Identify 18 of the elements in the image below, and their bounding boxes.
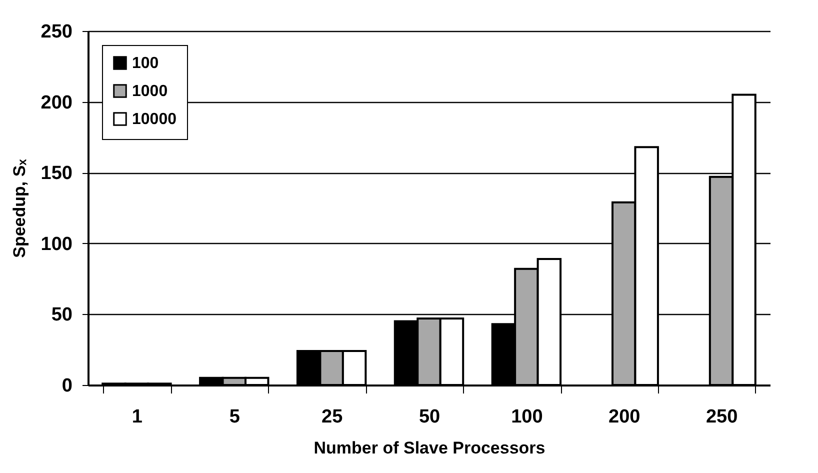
x-axis-title: Number of Slave Processors bbox=[314, 438, 546, 458]
x-tick-label: 200 bbox=[608, 406, 640, 428]
legend-label: 1000 bbox=[132, 83, 168, 100]
y-tick-label: 200 bbox=[40, 92, 72, 114]
y-axis-title: Speedup, Sₓ bbox=[10, 158, 29, 258]
x-tick-label: 5 bbox=[229, 406, 240, 428]
y-tick-label: 100 bbox=[40, 234, 72, 255]
x-tick-label: 100 bbox=[511, 406, 543, 428]
legend-label: 100 bbox=[132, 55, 159, 72]
x-tick-label: 250 bbox=[706, 406, 738, 428]
x-tick-label: 1 bbox=[132, 406, 143, 428]
legend-label: 10000 bbox=[132, 111, 177, 128]
x-tick-label: 50 bbox=[418, 406, 440, 428]
y-tick-label: 50 bbox=[51, 304, 72, 326]
x-tick-label: 25 bbox=[322, 406, 344, 428]
y-tick-label: 150 bbox=[40, 163, 72, 184]
y-tick-label: 0 bbox=[62, 376, 72, 396]
y-tick-label: 250 bbox=[40, 22, 72, 42]
